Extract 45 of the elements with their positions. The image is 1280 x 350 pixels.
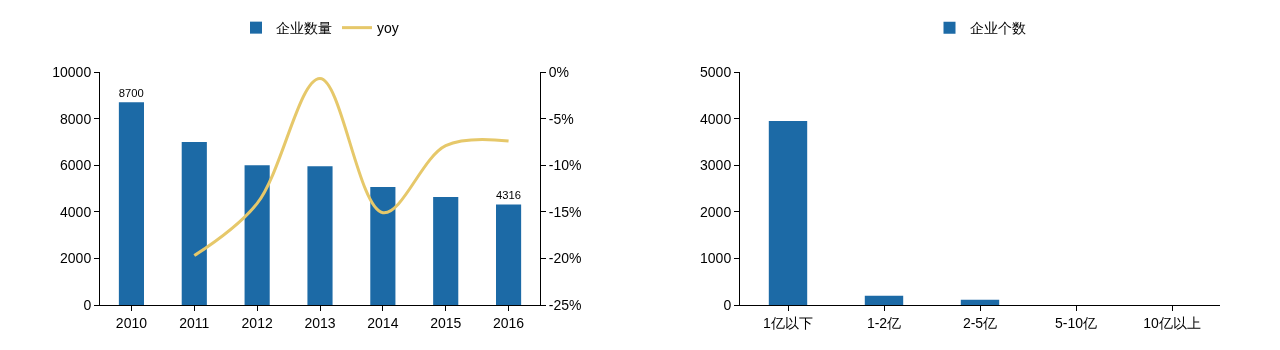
legend-label: 企业个数	[969, 20, 1026, 37]
legend-label: yoy	[377, 20, 399, 37]
x-tick-label: 2016	[492, 314, 525, 331]
bar	[307, 166, 333, 305]
y2-tick-label: -5%	[548, 110, 574, 127]
x-tick-label: 2010	[115, 314, 148, 331]
x-tick-label: 2014	[367, 314, 399, 331]
bar	[181, 141, 207, 305]
y-tick-label: 6000	[60, 157, 92, 174]
y-tick-label: 2000	[700, 203, 732, 220]
y-tick-label: 10000	[52, 63, 92, 80]
y2-tick-label: -20%	[548, 250, 582, 267]
y-tick-label: 2000	[60, 250, 92, 267]
data-label: 4316	[496, 189, 521, 202]
bar	[496, 204, 522, 305]
y2-tick-label: 0%	[548, 63, 570, 80]
bar	[118, 102, 144, 305]
x-tick-label: 1-2亿	[866, 314, 902, 331]
y-tick-label: 0	[83, 296, 92, 313]
y2-tick-label: -10%	[548, 157, 582, 174]
y-tick-label: 0	[723, 296, 732, 313]
y-tick-label: 4000	[700, 110, 732, 127]
legend-label: 企业数量	[276, 20, 332, 37]
y-tick-label: 1000	[700, 250, 732, 267]
y-tick-label: 3000	[700, 157, 732, 174]
y2-tick-label: -15%	[548, 203, 582, 220]
bar	[768, 120, 808, 305]
bar	[960, 299, 1000, 305]
bar	[370, 187, 396, 305]
x-tick-label: 2013	[304, 314, 336, 331]
x-tick-label: 2012	[241, 314, 273, 331]
x-tick-label: 2015	[430, 314, 462, 331]
y-tick-label: 5000	[700, 63, 732, 80]
y-tick-label: 4000	[60, 203, 92, 220]
bar	[864, 295, 904, 305]
x-tick-label: 2-5亿	[962, 314, 998, 331]
x-tick-label: 2011	[179, 314, 210, 331]
x-tick-label: 1亿以下	[763, 314, 813, 331]
x-tick-label: 10亿以上	[1143, 314, 1201, 331]
x-tick-label: 5-10亿	[1054, 314, 1098, 331]
bar	[433, 196, 459, 305]
data-label: 8700	[118, 86, 144, 99]
y-tick-label: 8000	[60, 110, 92, 127]
bar	[244, 165, 270, 305]
y2-tick-label: -25%	[548, 296, 582, 313]
